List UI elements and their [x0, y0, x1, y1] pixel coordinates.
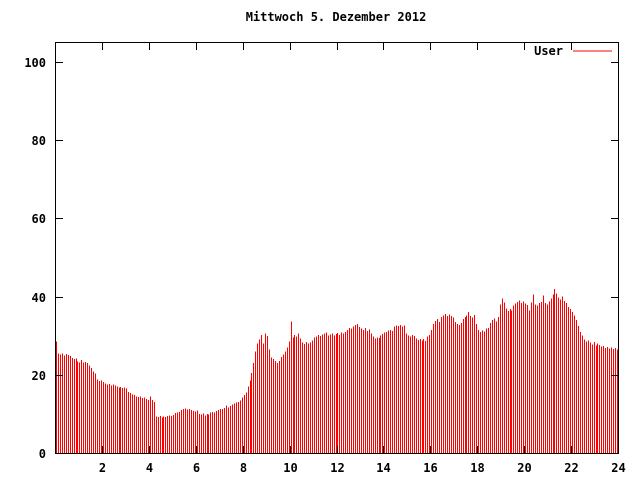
x-tick-label: 4 [146, 461, 153, 475]
y-tick-label: 0 [39, 447, 46, 461]
x-tick-label: 20 [517, 461, 531, 475]
x-tick-label: 18 [470, 461, 484, 475]
y-tick-label: 80 [32, 134, 46, 148]
x-tick-label: 16 [423, 461, 437, 475]
legend: User [534, 44, 612, 58]
plot-border [55, 42, 619, 454]
user-series-bars [56, 289, 618, 453]
x-tick-label: 10 [283, 461, 297, 475]
chart-title: Mittwoch 5. Dezember 2012 [246, 10, 427, 24]
y-tick-label: 20 [32, 369, 46, 383]
legend-label: User [534, 44, 563, 58]
y-tick-label: 60 [32, 212, 46, 226]
x-tick-label: 14 [376, 461, 390, 475]
y-tick-label: 100 [24, 56, 46, 70]
x-tick-label: 8 [240, 461, 247, 475]
x-tick-label: 12 [330, 461, 344, 475]
x-tick-label: 24 [611, 461, 625, 475]
x-tick-label: 6 [193, 461, 200, 475]
x-tick-label: 22 [564, 461, 578, 475]
x-tick-label: 2 [99, 461, 106, 475]
y-tick-label: 40 [32, 291, 46, 305]
